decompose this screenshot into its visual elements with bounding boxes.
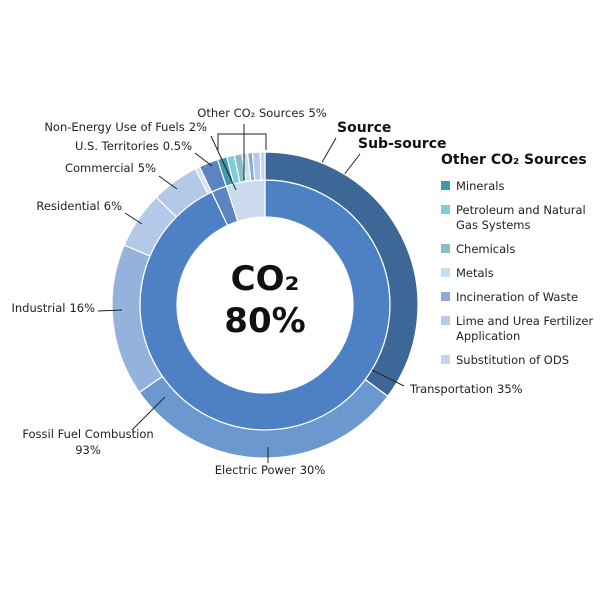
slice-value: 0.5% xyxy=(163,139,192,153)
slice-value: 16% xyxy=(69,301,95,315)
legend-swatch xyxy=(441,268,450,277)
ring-name: Sub-source xyxy=(358,136,447,152)
slice-category: Fossil Fuel Combustion xyxy=(22,427,153,441)
legend-swatch xyxy=(441,292,450,301)
slice-label: Non-Energy Use of Fuels 2% xyxy=(44,120,207,134)
slice-value: 5% xyxy=(138,161,156,175)
slice-label: Industrial 16% xyxy=(12,301,96,315)
leader-line xyxy=(194,152,213,167)
legend-swatch xyxy=(441,316,450,325)
legend-line: Lime and Urea Fertilizer xyxy=(456,314,593,328)
slice-value: 93% xyxy=(75,443,101,457)
ring-name: Source xyxy=(337,120,391,136)
leader-line xyxy=(371,369,405,387)
legend-label: Minerals xyxy=(456,179,504,193)
slice-value: 5% xyxy=(308,106,326,120)
slice-category: U.S. Territories xyxy=(75,139,159,153)
center-title: CO₂ xyxy=(231,259,300,299)
slice-category: Industrial xyxy=(12,301,66,315)
slice xyxy=(259,151,266,181)
slice-value: 2% xyxy=(189,120,207,134)
slice-category: Residential xyxy=(36,199,99,213)
legend-label: Substitution of ODS xyxy=(456,353,569,367)
slice-value: 6% xyxy=(104,199,122,213)
leader-line xyxy=(158,175,178,190)
legend-swatch xyxy=(441,355,450,364)
bracket xyxy=(217,124,267,150)
slice-value: 30% xyxy=(300,463,326,477)
legend-title: Other CO₂ Sources xyxy=(441,152,587,168)
legend-label: Lime and Urea Fertilizer Application xyxy=(456,314,593,343)
legend-label: Chemicals xyxy=(456,242,515,256)
slice-category: Other CO₂ Sources xyxy=(197,106,304,120)
slice-category: Commercial xyxy=(65,161,134,175)
leader-line xyxy=(124,212,143,225)
slice-label: Other CO₂ Sources 5% xyxy=(197,106,326,120)
leader-line xyxy=(97,309,123,312)
slice-label: U.S. Territories 0.5% xyxy=(75,139,192,153)
slice-category: Electric Power xyxy=(215,463,296,477)
leader-line xyxy=(210,135,237,191)
legend-label: Metals xyxy=(456,266,494,280)
slice-label: Residential 6% xyxy=(36,199,122,213)
legend-label: Petroleum and Natural Gas Systems xyxy=(456,203,586,232)
slice-label: Commercial 5% xyxy=(65,161,156,175)
donut xyxy=(111,151,419,459)
slice-label: Transportation 35% xyxy=(409,382,523,396)
legend-label: Incineration of Waste xyxy=(456,290,578,304)
slice-label: Electric Power 30% xyxy=(215,463,326,477)
legend-line: Application xyxy=(456,329,520,343)
slice-category: Transportation xyxy=(409,382,493,396)
legend-line: Gas Systems xyxy=(456,218,530,232)
legend-line: Petroleum and Natural xyxy=(456,203,586,217)
slice-category: Non-Energy Use of Fuels xyxy=(44,120,184,134)
center-label: 80% xyxy=(224,301,305,341)
slice-label: Fossil Fuel Combustion 93% xyxy=(22,427,153,457)
legend-swatch xyxy=(441,205,450,214)
legend-swatch xyxy=(441,181,450,190)
legend-swatch xyxy=(441,244,450,253)
leader-line xyxy=(131,396,166,431)
slice-value: 35% xyxy=(497,382,523,396)
